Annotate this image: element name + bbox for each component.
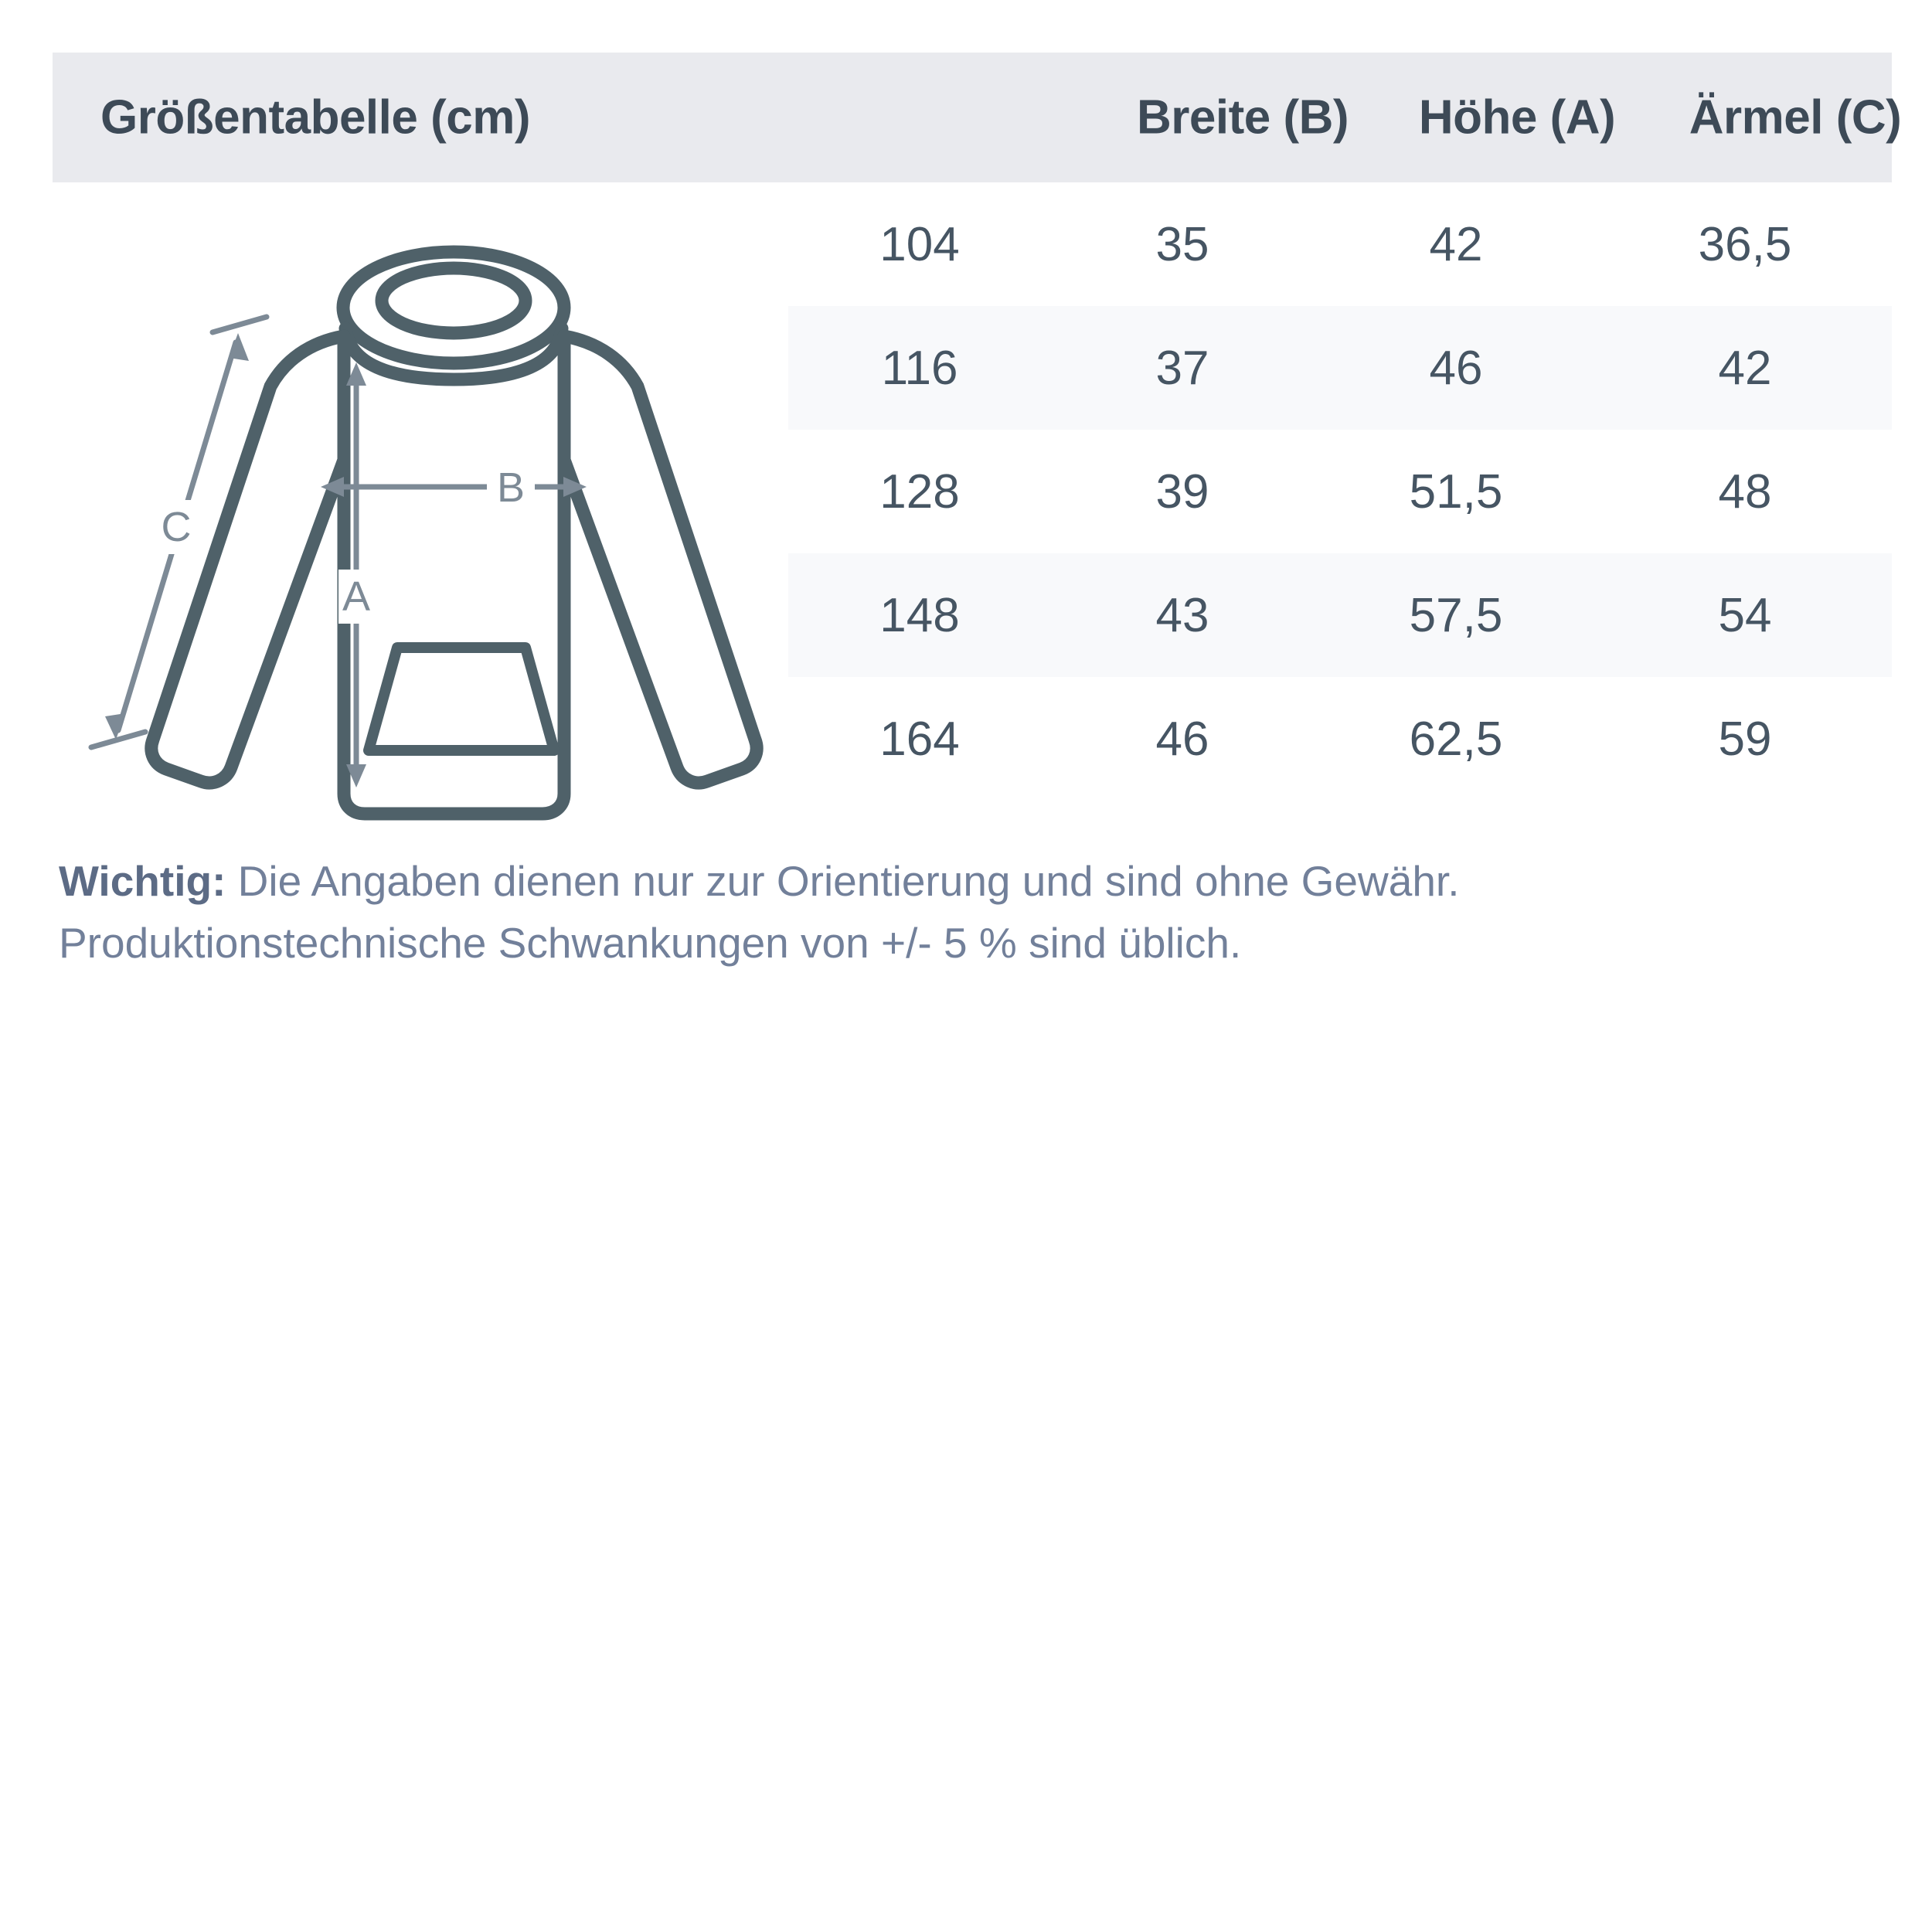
cell-size: 128 [879, 464, 960, 519]
cell-breite: 46 [1155, 712, 1209, 766]
arrowhead-a-top [346, 362, 366, 386]
right-sleeve-icon [557, 329, 764, 790]
dimension-tick-c-bottom [88, 729, 148, 750]
cell-size: 164 [879, 712, 960, 766]
cell-hoehe: 46 [1429, 341, 1483, 395]
footnote: Wichtig: Die Angaben dienen nur zur Orie… [59, 850, 1859, 974]
page-title: Größentabelle (cm) [100, 90, 531, 145]
column-header-aermel: Ärmel (C) [1689, 90, 1902, 145]
cell-aermel: 36,5 [1698, 217, 1792, 271]
gap-a [338, 570, 374, 624]
column-header-hoehe: Höhe (A) [1418, 90, 1616, 145]
gap-c [155, 500, 199, 554]
table-row: 104 35 42 36,5 [788, 182, 1892, 306]
cell-hoehe: 57,5 [1409, 588, 1503, 642]
cell-hoehe: 51,5 [1409, 464, 1503, 519]
cell-size: 116 [881, 341, 958, 395]
footnote-text: Die Angaben dienen nur zur Orientierung … [59, 857, 1460, 967]
column-header-breite: Breite (B) [1136, 90, 1349, 145]
dimension-tick-c-top [209, 314, 270, 335]
table-row: 164 46 62,5 59 [788, 677, 1892, 801]
table-row: 128 39 51,5 48 [788, 430, 1892, 553]
label-gaps [155, 466, 535, 624]
cell-hoehe: 42 [1429, 217, 1483, 271]
size-table-body: 104 35 42 36,5 116 37 46 42 128 39 51,5 … [788, 182, 1892, 801]
hoodie-illustration: A B C A B C [88, 245, 764, 821]
arrowhead-c-bottom [105, 713, 125, 740]
dimension-label-a-text: A [342, 573, 370, 620]
cell-hoehe: 62,5 [1409, 712, 1503, 766]
kangaroo-pocket-icon [363, 642, 560, 756]
hood-inner-icon [375, 261, 532, 340]
arrowhead-c-top [229, 333, 249, 361]
hoodie-diagram: A B C A B C [77, 220, 781, 846]
cell-aermel: 59 [1718, 712, 1772, 766]
cell-aermel: 48 [1718, 464, 1772, 519]
table-header-band: Größentabelle (cm) Breite (B) Höhe (A) Ä… [53, 53, 1902, 182]
cell-breite: 37 [1155, 341, 1209, 395]
dimension-arrowheads [105, 333, 587, 787]
cell-size: 148 [879, 588, 960, 642]
hood-collar-icon [338, 321, 569, 386]
gap-b [487, 466, 535, 509]
arrowhead-b-left [321, 477, 344, 497]
garment-outline [145, 245, 764, 821]
hood-outer-icon [336, 245, 571, 370]
dimension-labels-top: A B C [162, 464, 526, 620]
cell-breite: 35 [1155, 217, 1209, 271]
footnote-label: Wichtig: [59, 857, 226, 905]
dimension-label-b-text: B [497, 464, 525, 511]
table-row: 148 43 57,5 54 [788, 553, 1892, 677]
dimension-label-c-text: C [162, 504, 192, 550]
cell-breite: 43 [1155, 588, 1209, 642]
body-icon [337, 329, 571, 821]
cell-size: 104 [879, 217, 960, 271]
cell-aermel: 42 [1718, 341, 1772, 395]
arrowhead-b-right [563, 477, 587, 497]
cell-breite: 39 [1155, 464, 1209, 519]
cell-aermel: 54 [1718, 588, 1772, 642]
column-header-group: Breite (B) Höhe (A) Ärmel (C) [910, 90, 1932, 145]
arrowhead-a-bottom [346, 764, 366, 787]
left-sleeve-icon [145, 329, 351, 790]
table-row: 116 37 46 42 [788, 306, 1892, 430]
column-header-size [910, 90, 1104, 145]
